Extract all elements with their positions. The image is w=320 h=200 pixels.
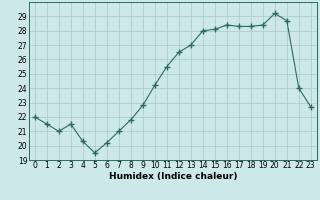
X-axis label: Humidex (Indice chaleur): Humidex (Indice chaleur) [108,172,237,181]
